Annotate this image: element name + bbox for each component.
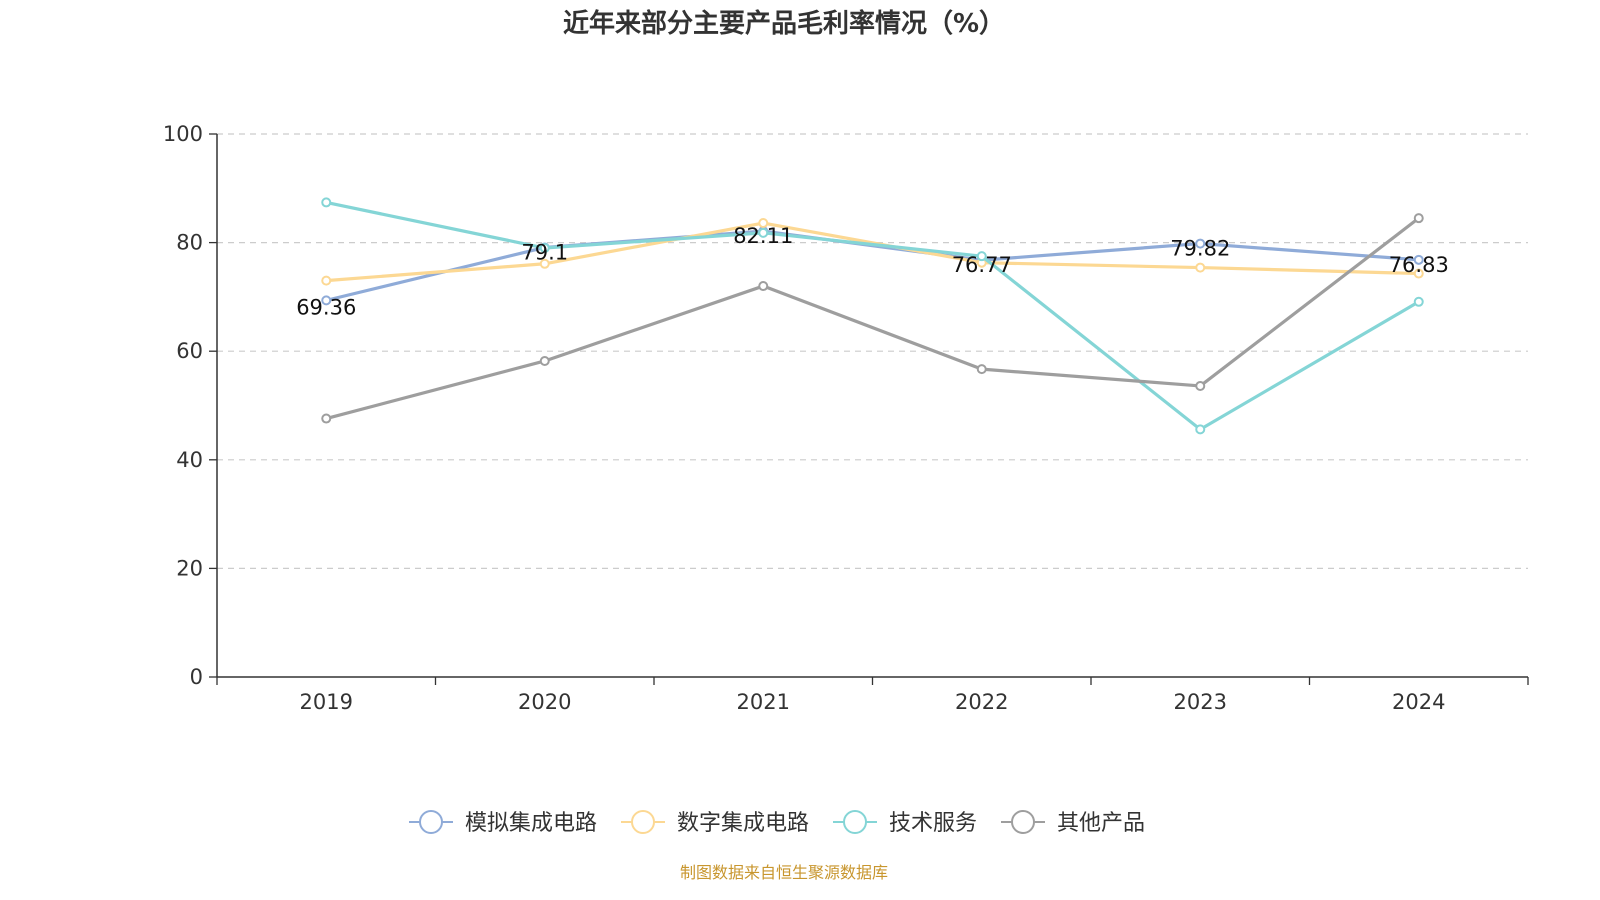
axes: 0 20 40 60 80 100 2019 2020 2021 2022 2023 2024 [163,122,1529,714]
data-point [976,251,987,262]
data-point [1413,213,1424,224]
series-1 [321,226,1424,306]
data-point [1413,268,1424,279]
x-tick-label: 2021 [737,690,790,714]
series-line [324,200,1421,431]
legend-marker [1011,810,1035,834]
legend-marker [631,810,655,834]
data-point [321,197,332,208]
data-label: 82.11 [733,224,793,248]
data-label: 79.82 [1170,237,1230,261]
series-group [321,197,1424,435]
legend-label: 数字集成电路 [677,811,809,836]
gridlines [217,133,1528,570]
data-point [539,355,550,366]
x-tick-label: 2022 [955,690,1008,714]
data-label: 79.1 [521,240,568,264]
x-tick-label: 2019 [300,690,353,714]
y-tick-label: 100 [163,122,203,146]
legend-label: 模拟集成电路 [465,811,597,836]
legend-marker [419,810,443,834]
data-point [1413,254,1424,265]
data-point [321,413,332,424]
y-tick-label: 0 [190,665,203,689]
data-point [758,218,769,229]
data-label: 69.36 [296,295,356,319]
chart-title: 近年来部分主要产品毛利率情况（%） [563,8,1005,39]
y-tick-label: 40 [176,448,203,472]
y-tick-label: 60 [176,339,203,363]
data-label: 76.77 [952,253,1012,277]
legend-item-3: 技术服务 [833,810,977,836]
series-3 [321,197,1424,435]
source-note: 制图数据来自恒生聚源数据库 [680,863,888,882]
data-point [539,243,550,254]
y-tick-label: 80 [176,231,203,255]
legend-item-4: 其他产品 [1001,810,1145,836]
data-point [758,227,769,238]
data-point [1413,296,1424,307]
data-point [1195,424,1206,435]
legend-item-1: 模拟集成电路 [409,810,597,836]
data-labels: 69.36 79.1 82.11 76.77 79.82 76.83 [296,224,1449,319]
legend-label: 其他产品 [1057,811,1145,836]
series-4 [321,213,1424,424]
data-point [976,364,987,375]
legend-label: 技术服务 [889,811,977,836]
data-label: 76.83 [1389,253,1449,277]
series-2 [321,218,1424,286]
legend-item-2: 数字集成电路 [621,810,809,836]
data-point [1195,262,1206,273]
x-tick-label: 2024 [1392,690,1445,714]
data-point [1195,380,1206,391]
data-point [758,281,769,292]
series-line [324,216,1421,421]
data-point [1195,238,1206,249]
x-tick-label: 2023 [1174,690,1227,714]
data-point [321,275,332,286]
legend-marker [843,810,867,834]
data-point [539,258,550,269]
y-tick-label: 20 [176,556,203,580]
data-point [321,295,332,306]
legend: 模拟集成电路 数字集成电路 技术服务 其他产品 [409,810,1145,836]
series-line [324,221,1421,283]
x-tick-label: 2020 [518,690,571,714]
